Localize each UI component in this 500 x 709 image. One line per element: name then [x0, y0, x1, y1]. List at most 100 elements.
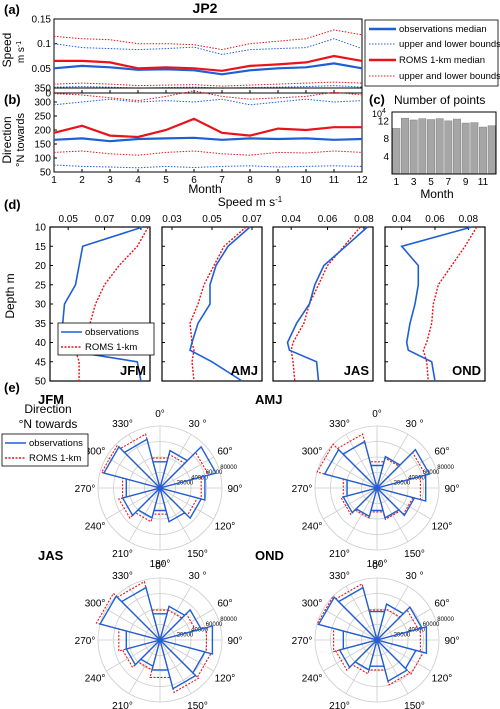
panel-d-xtick-label: 0.03 [162, 214, 182, 225]
panel-e-angle-label: 150° [404, 701, 425, 709]
panel-e-rtick-label: 20000 [394, 633, 411, 639]
panel-d-xtick-label: 0.07 [95, 214, 115, 225]
panel-b-xtick-label: 11 [329, 175, 340, 186]
panel-a-ylabel: Speed [0, 33, 14, 68]
panel-e-spoke [376, 608, 431, 641]
panel-a-frame [53, 18, 363, 94]
panel-e-spoke [128, 434, 161, 489]
panel-d-ytick-label: 50 [35, 377, 47, 388]
panel-e-spoke [323, 639, 378, 672]
panel-b-xlabel: Month [188, 182, 221, 196]
panel-b-xtick-label: 8 [247, 175, 253, 186]
panel-e-spoke [159, 487, 192, 542]
panel-d-xtick-label: 0.08 [459, 214, 479, 225]
panel-e-spoke [159, 456, 214, 489]
panel-e-angle-label: 300° [85, 599, 106, 610]
panel-d-ytick-label: 20 [35, 261, 47, 272]
panel-b-xtick-label: 5 [163, 175, 169, 186]
panel-a-yunit: m s-1 [16, 41, 27, 63]
panel-c-xtick-label: 5 [428, 177, 434, 188]
panel-c-xtick-label: 9 [463, 177, 469, 188]
panel-e-angle-label: 210° [329, 549, 350, 560]
panel-e-rtick-label: 40000 [191, 627, 208, 633]
panel-e-spoke [128, 487, 161, 542]
panel-e-angle-label: 30 ° [406, 571, 424, 582]
panel-d-xtick-label: 0.05 [202, 214, 222, 225]
panel-e-rtick-label: 40000 [408, 627, 425, 633]
panel-e-season-label: AMJ [255, 392, 282, 407]
panel-c-title: Number of points [394, 93, 485, 107]
panel-b-xtick-label: 12 [356, 175, 368, 186]
panel-a-ytick-label: 0.15 [32, 15, 52, 26]
panel-c-ytick-label: 8 [383, 134, 389, 145]
panel-e-legend-obs: observations [29, 438, 83, 449]
panel-c-bar [470, 122, 479, 175]
panel-d-xtick-label: 0.08 [354, 214, 374, 225]
panel-e-spoke [159, 608, 214, 641]
figure-title: JP2 [193, 0, 218, 16]
panel-e-spoke [345, 487, 378, 542]
panel-b-series-4 [53, 90, 363, 102]
panel-d-ytick-label: 30 [35, 300, 47, 311]
panel-d-frame [161, 226, 263, 382]
panel-b-ytick-label: 350 [34, 84, 51, 95]
panel-e-spoke [376, 639, 431, 672]
panel-c-bar [444, 120, 453, 175]
panel-e-spoke [106, 487, 161, 520]
panel-e-angle-label: 270° [75, 636, 96, 647]
panel-e-angle-label: 240° [85, 674, 106, 685]
panel-e-observations-rose [323, 440, 431, 519]
panel-d-ytick-label: 25 [35, 280, 47, 291]
panel-d-title: Speed m s-1 [218, 195, 283, 209]
panel-e-spoke [376, 487, 409, 542]
panel-e-rtick-label: 40000 [191, 475, 208, 481]
panel-e-angle-label: 120° [215, 674, 236, 685]
panel-c-multiplier: 104 [372, 108, 386, 119]
panel-a-series-4 [53, 29, 363, 51]
panel-e-spoke [376, 586, 409, 641]
panel-c-bar [418, 118, 427, 175]
panel-d-plots: 10 15 20 25 30 35 40 45 50 0.05 0.07 0.09 JFM 0.03 0.0… [35, 214, 486, 388]
panel-e-angle-label: 150° [187, 549, 208, 560]
panel-d-roms-line [422, 226, 478, 382]
panel-c-bar [409, 119, 418, 175]
panel-a-letter: (a) [4, 2, 20, 17]
panel-c-xtick-label: 11 [478, 177, 489, 188]
panel-e-angle-label: 330° [329, 419, 350, 430]
panel-e-rtick-label: 40000 [408, 475, 425, 481]
panel-c-ytick-label: 12 [378, 116, 390, 127]
panel-a-plot: 0 0.05 0.1 0.15 [32, 15, 363, 100]
panel-c-xtick-label: 7 [446, 177, 452, 188]
panel-e-angle-label: 30 ° [189, 571, 207, 582]
panel-a-series-5 [53, 81, 363, 87]
panel-a-ytick-label: 0 [45, 89, 51, 100]
panel-a-yunit-exp: -1 [16, 41, 23, 47]
panel-e-angle-label: 300° [302, 599, 323, 610]
panel-e-spoke [159, 639, 192, 694]
panel-e-observations-rose [317, 586, 428, 683]
panel-d-season-label: OND [452, 363, 481, 378]
panel-d-ytick-label: 10 [35, 223, 47, 234]
legend-roms-median: ROMS 1-km median [399, 55, 485, 66]
panel-e-spoke [106, 456, 161, 489]
panel-b-ylabel2: °N towards [15, 113, 27, 167]
panel-e-rose: 0° 30 ° 60° 90° 120° 150° 180° 210° 240° 270° 300°… [75, 561, 243, 709]
panel-c-bar [479, 126, 487, 175]
panel-e-rose: 0° 30 ° 60° 90° 120° 150° 180° 210° 240° 270° 300°… [292, 561, 460, 709]
panel-e-spoke [106, 639, 161, 672]
panel-b-series-5 [53, 150, 363, 156]
panel-c-bar [461, 122, 470, 175]
panel-e-angle-label: 60° [217, 599, 232, 610]
panel-d-legend-obs: observations [85, 327, 139, 338]
panel-e-title-1: Direction [24, 402, 71, 416]
panel-e-angle-label: 0° [155, 409, 165, 420]
panel-e-angle-label: 90° [444, 636, 459, 647]
panel-a-ytick-label: 0.1 [37, 39, 51, 50]
panel-e-angle-label: 240° [85, 522, 106, 533]
legend-obs-bounds: upper and lower bounds [399, 39, 500, 50]
panel-e-angle-label: 120° [215, 522, 236, 533]
panel-c-letter: (c) [369, 92, 385, 107]
panel-e-angle-label: 210° [329, 701, 350, 709]
panel-e-spoke [106, 608, 161, 641]
